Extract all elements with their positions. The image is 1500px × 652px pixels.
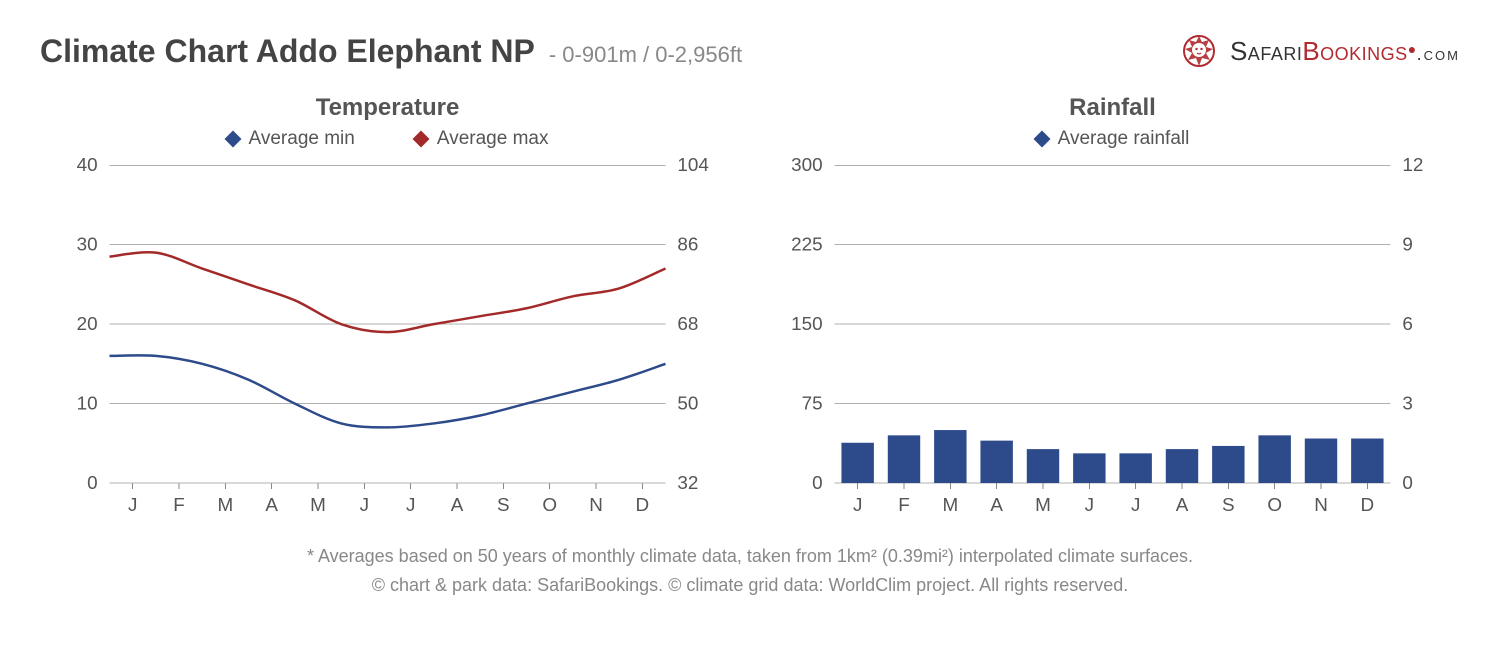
svg-text:A: A bbox=[1176, 494, 1189, 515]
svg-text:3: 3 bbox=[1402, 393, 1413, 414]
svg-text:A: A bbox=[451, 494, 464, 515]
svg-text:6: 6 bbox=[1402, 313, 1413, 334]
svg-text:in: in bbox=[1418, 154, 1435, 155]
legend-avg-min: Average min bbox=[227, 128, 355, 150]
svg-text:12: 12 bbox=[1402, 154, 1423, 175]
svg-text:0: 0 bbox=[87, 472, 97, 493]
svg-text:75: 75 bbox=[802, 393, 823, 414]
svg-text:M: M bbox=[310, 494, 326, 515]
svg-text:J: J bbox=[128, 494, 137, 515]
lion-icon bbox=[1176, 28, 1222, 74]
svg-text:D: D bbox=[1361, 494, 1375, 515]
svg-text:J: J bbox=[406, 494, 415, 515]
legend-rain-label: Average rainfall bbox=[1058, 128, 1190, 150]
rainfall-title: Rainfall bbox=[765, 94, 1460, 122]
svg-text:S: S bbox=[1222, 494, 1235, 515]
logo-tld: .com bbox=[1417, 44, 1460, 64]
svg-text:D: D bbox=[636, 494, 650, 515]
svg-text:20: 20 bbox=[77, 313, 98, 334]
svg-text:300: 300 bbox=[791, 154, 822, 175]
logo-text: SafariBookings●.com bbox=[1230, 36, 1460, 67]
svg-text:150: 150 bbox=[791, 313, 822, 334]
diamond-icon bbox=[412, 131, 429, 148]
svg-text:68: 68 bbox=[677, 313, 698, 334]
svg-text:0: 0 bbox=[812, 472, 823, 493]
svg-text:J: J bbox=[360, 494, 369, 515]
svg-text:A: A bbox=[265, 494, 278, 515]
svg-text:mm: mm bbox=[773, 154, 807, 155]
svg-text:O: O bbox=[1267, 494, 1282, 515]
svg-text:0: 0 bbox=[1402, 472, 1413, 493]
footer-line-2: © chart & park data: SafariBookings. © c… bbox=[0, 571, 1500, 600]
svg-text:M: M bbox=[942, 494, 958, 515]
temperature-chart: 01020304032506886104°C°FJFMAMJJASOND°C°F bbox=[40, 154, 735, 534]
legend-min-label: Average min bbox=[249, 128, 355, 150]
legend-max-label: Average max bbox=[437, 128, 549, 150]
svg-text:9: 9 bbox=[1402, 234, 1413, 255]
svg-text:°C: °C bbox=[57, 154, 79, 155]
svg-text:J: J bbox=[1131, 494, 1140, 515]
svg-text:104: 104 bbox=[677, 154, 708, 175]
svg-text:M: M bbox=[1035, 494, 1051, 515]
svg-text:30: 30 bbox=[77, 234, 98, 255]
svg-text:40: 40 bbox=[77, 154, 98, 175]
svg-text:F: F bbox=[898, 494, 910, 515]
temperature-title: Temperature bbox=[40, 94, 735, 122]
svg-text:50: 50 bbox=[677, 393, 698, 414]
legend-avg-rain: Average rainfall bbox=[1036, 128, 1190, 150]
charts-row: Temperature Average min Average max 0 10 2… bbox=[0, 74, 1500, 534]
footer: * Averages based on 50 years of monthly … bbox=[0, 534, 1500, 600]
svg-text:J: J bbox=[853, 494, 862, 515]
rainfall-chart: 0 75 150 225 300 0 3 6 9 12 J F M A M J J A S O N Dmm in bbox=[765, 154, 1460, 534]
logo-part2: Bookings bbox=[1302, 36, 1407, 66]
svg-text:J: J bbox=[1085, 494, 1094, 515]
svg-text:10: 10 bbox=[77, 393, 98, 414]
temperature-panel: Temperature Average min Average max 0 10 2… bbox=[40, 94, 735, 534]
svg-text:°F: °F bbox=[697, 154, 716, 155]
logo: SafariBookings●.com bbox=[1176, 28, 1460, 74]
svg-text:N: N bbox=[1314, 494, 1328, 515]
svg-text:F: F bbox=[173, 494, 185, 515]
svg-text:S: S bbox=[497, 494, 510, 515]
svg-text:86: 86 bbox=[677, 234, 698, 255]
temperature-legend: Average min Average max bbox=[40, 128, 735, 150]
rainfall-legend: Average rainfall bbox=[765, 128, 1460, 150]
diamond-icon bbox=[1033, 131, 1050, 148]
logo-part1: Safari bbox=[1230, 36, 1302, 66]
title-block: Climate Chart Addo Elephant NP - 0-901m … bbox=[40, 33, 742, 70]
page-title: Climate Chart Addo Elephant NP bbox=[40, 33, 535, 70]
svg-text:225: 225 bbox=[791, 234, 822, 255]
svg-text:O: O bbox=[542, 494, 557, 515]
diamond-icon bbox=[224, 131, 241, 148]
svg-text:A: A bbox=[990, 494, 1003, 515]
footer-line-1: * Averages based on 50 years of monthly … bbox=[0, 542, 1500, 571]
header: Climate Chart Addo Elephant NP - 0-901m … bbox=[0, 0, 1500, 74]
svg-text:32: 32 bbox=[677, 472, 698, 493]
svg-text:N: N bbox=[589, 494, 603, 515]
rainfall-panel: Rainfall Average rainfall 0 75 150 225 300 0 3… bbox=[765, 94, 1460, 534]
svg-text:M: M bbox=[217, 494, 233, 515]
legend-avg-max: Average max bbox=[415, 128, 549, 150]
page-subtitle: - 0-901m / 0-2,956ft bbox=[549, 42, 742, 68]
